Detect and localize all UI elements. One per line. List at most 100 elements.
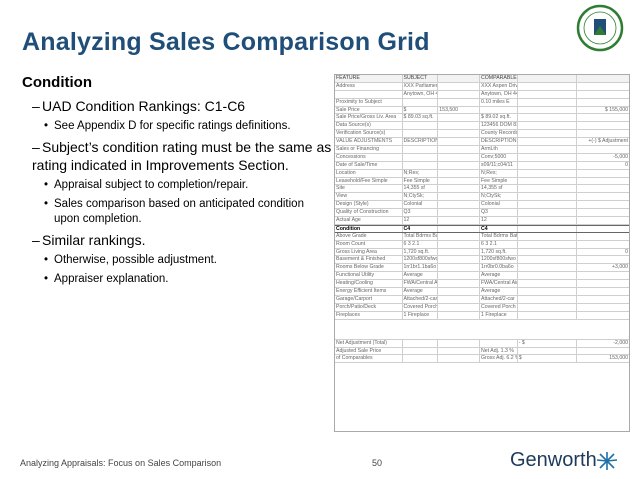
grid-cell xyxy=(438,225,481,232)
grid-blank-area xyxy=(335,320,629,340)
grid-cell: County Records & Drive-By xyxy=(481,130,518,138)
grid-cell: 1rr1br1.1ba6o xyxy=(403,264,439,272)
grid-cell xyxy=(577,241,629,248)
grid-cell: Fee Simple xyxy=(480,177,518,185)
grid-cell xyxy=(518,138,578,146)
grid-cell xyxy=(518,256,578,264)
bullet-item: – Similar rankings. xyxy=(22,231,332,249)
grid-cell xyxy=(518,288,578,295)
grid-row: Date of Sale/Time s09/11;c04/11 0 xyxy=(335,161,629,170)
grid-cell xyxy=(577,83,629,90)
grid-cell xyxy=(438,256,481,264)
grid-cell xyxy=(518,311,578,319)
grid-row: Actual Age 12 12 xyxy=(335,217,629,225)
grid-row: Site 14,355 sf 14,355 sf xyxy=(335,185,629,194)
grid-row: Sale Price $153,500 $ 155,000 xyxy=(335,106,629,115)
sub-bullet-item: Sales comparison based on anticipated co… xyxy=(22,197,332,227)
grid-cell: C4 xyxy=(403,225,439,232)
grid-cell xyxy=(438,217,481,224)
grid-cell xyxy=(403,122,439,130)
grid-cell xyxy=(577,99,629,106)
grid-cell xyxy=(480,339,518,347)
grid-cell xyxy=(438,130,481,138)
grid-cell xyxy=(438,146,481,153)
grid-cell: Total Bdrms Baths xyxy=(481,232,518,240)
certified-seal-icon xyxy=(576,4,624,52)
sub-bullet-item: Appraisal subject to completion/repair. xyxy=(22,178,332,193)
sub-bullet-item: Otherwise, possible adjustment. xyxy=(22,253,332,268)
grid-row: Rooms Below Grade 1rr1br1.1ba6o 1rr0br0.0b… xyxy=(335,264,629,273)
grid-row: Sales or Financing ArmLth xyxy=(335,146,629,154)
grid-row: VALUE ADJUSTMENTS DESCRIPTION DESCRIPTION +… xyxy=(335,138,629,147)
grid-cell: DESCRIPTION xyxy=(481,138,518,146)
grid-cell xyxy=(438,90,481,98)
grid-cell xyxy=(335,90,403,98)
grid-cell xyxy=(518,146,578,153)
grid-cell: Rooms Below Grade xyxy=(335,264,403,272)
grid-cell: Average xyxy=(480,272,518,280)
grid-row: Data Source(s) 123456 DOM 83 xyxy=(335,122,629,131)
grid-row: Location N;Res; N;Res; xyxy=(335,169,629,178)
grid-cell: Anytown, OH 44XXX 3561 xyxy=(403,90,439,98)
grid-cell: Gross Living Area xyxy=(335,248,403,256)
grid-cell xyxy=(518,161,578,169)
grid-cell: Gross Adj. 6.2 % xyxy=(481,355,518,363)
grid-cell: 1 Fireplace xyxy=(480,311,518,319)
grid-cell xyxy=(438,75,481,82)
grid-cell: Quality of Construction xyxy=(335,209,403,217)
grid-cell: Covered Porch xyxy=(403,303,439,311)
grid-row: Energy Efficient Items Average Average xyxy=(335,288,629,296)
grid-cell xyxy=(518,153,578,161)
grid-cell: Basement & Finished xyxy=(335,256,403,264)
grid-cell xyxy=(438,193,481,201)
grid-cell xyxy=(518,248,578,256)
grid-cell xyxy=(518,82,578,90)
grid-cell xyxy=(438,209,481,217)
grid-cell: 153,500 xyxy=(438,106,481,114)
bullet-text: Subject’s condition rating must be the s… xyxy=(32,139,332,173)
grid-cell: 1rr0br0.0ba6o xyxy=(480,264,518,272)
grid-cell: 1,720 sq.ft. xyxy=(403,248,439,256)
grid-cell: 0 xyxy=(625,161,628,168)
bullet-dash: – xyxy=(32,139,40,155)
grid-cell: Functional Utility xyxy=(335,272,403,280)
grid-cell xyxy=(577,146,629,153)
grid-cell xyxy=(518,280,578,288)
grid-cell xyxy=(438,161,481,169)
grid-row: Room Count 6 3 2.1 6 3 2.1 xyxy=(335,240,629,249)
grid-cell xyxy=(403,130,439,138)
grid-condition-row: Condition C4 C4 xyxy=(335,224,629,233)
grid-cell xyxy=(577,193,629,200)
bullet-list: –UAD Condition Rankings: C1-C6See Append… xyxy=(22,97,332,287)
grid-cell xyxy=(438,347,481,355)
grid-cell: Sale Price xyxy=(335,106,403,114)
grid-cell xyxy=(577,272,629,279)
grid-row: Design (Style) Colonial Colonial xyxy=(335,201,629,210)
grid-row: View N;CtySk; N;CtySk; xyxy=(335,193,629,202)
grid-cell: Net Adj. 1.3 % xyxy=(480,347,518,355)
grid-cell: Above Grade xyxy=(335,232,403,240)
grid-cell: Data Source(s) xyxy=(335,122,403,130)
grid-cell: Heating/Cooling xyxy=(335,280,403,288)
grid-cell xyxy=(518,177,578,185)
bullet-text: UAD Condition Rankings: C1-C6 xyxy=(42,98,246,114)
grid-cell: FEATURE xyxy=(335,75,403,82)
grid-cell xyxy=(518,185,578,193)
grid-cell xyxy=(438,114,481,122)
grid-cell: +(-) $ Adjustment xyxy=(588,138,628,145)
grid-row: Fireplaces 1 Fireplace 1 Fireplace xyxy=(335,311,629,320)
grid-cell: Site xyxy=(335,185,403,193)
grid-cell: VALUE ADJUSTMENTS xyxy=(335,138,403,146)
grid-cell: Average xyxy=(480,288,518,295)
grid-row: Porch/Patio/Deck Covered Porch Covered Por… xyxy=(335,303,629,312)
grid-cell xyxy=(577,280,629,287)
grid-cell: 1 Fireplace xyxy=(403,311,439,319)
bullet-item: – UAD Condition Rankings: C1-C6 xyxy=(22,97,332,115)
grid-cell xyxy=(518,201,578,209)
grid-cell xyxy=(518,217,578,224)
grid-cell xyxy=(438,280,481,288)
grid-cell: +3,000 xyxy=(611,264,628,271)
grid-cell: 0.10 miles E xyxy=(480,98,518,106)
